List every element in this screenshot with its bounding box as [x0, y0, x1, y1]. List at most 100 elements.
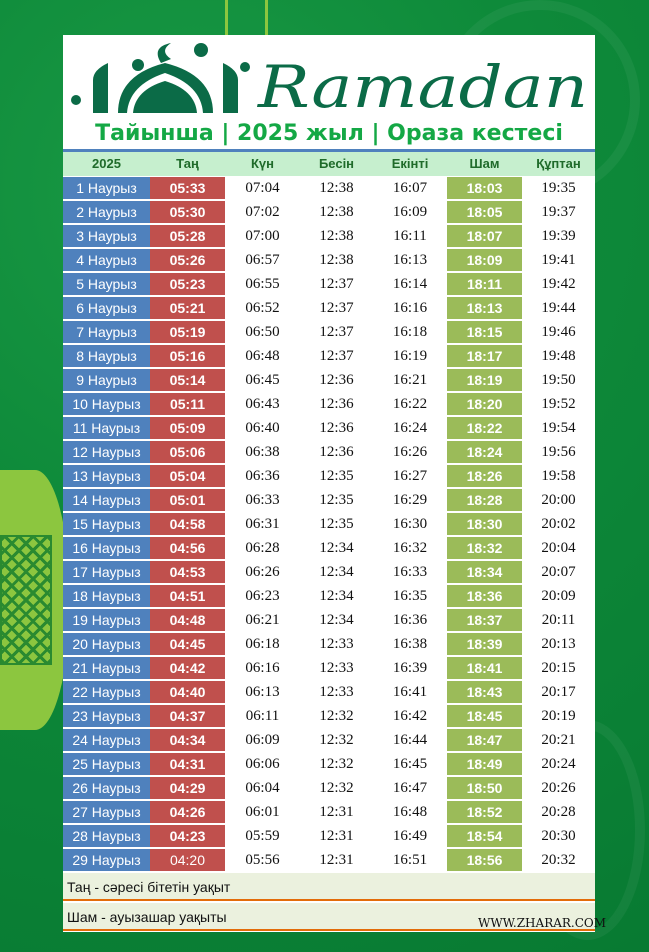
- fajr-cell: 05:04: [150, 465, 225, 487]
- dhuhr-cell: 12:36: [319, 396, 354, 412]
- maghrib-cell: 18:47: [447, 729, 522, 751]
- date-cell: 13 Наурыз: [63, 465, 150, 487]
- date-cell: 10 Наурыз: [63, 393, 150, 415]
- divider: [63, 149, 595, 152]
- asr-cell: 16:09: [392, 204, 428, 220]
- sunrise-cell: 05:59: [245, 828, 280, 844]
- date-cell: 14 Наурыз: [63, 489, 150, 511]
- sunrise-cell: 06:38: [245, 444, 280, 460]
- header-sunrise: Күн: [250, 156, 275, 171]
- table-row: 25 Наурыз 04:31 06:06 12:32 16:45 18:49 20:24: [63, 753, 595, 775]
- date-cell: 5 Наурыз: [63, 273, 150, 295]
- isha-cell: 20:28: [541, 804, 576, 820]
- maghrib-cell: 18:50: [447, 777, 522, 799]
- maghrib-cell: 18:19: [447, 369, 522, 391]
- fajr-cell: 05:33: [150, 177, 225, 199]
- dhuhr-cell: 12:31: [319, 828, 354, 844]
- isha-cell: 19:58: [541, 468, 576, 484]
- table-row: 20 Наурыз 04:45 06:18 12:33 16:38 18:39 20:13: [63, 633, 595, 655]
- asr-cell: 16:48: [392, 804, 428, 820]
- isha-cell: 19:52: [541, 396, 576, 412]
- dhuhr-cell: 12:34: [319, 612, 354, 628]
- sunrise-cell: 07:00: [245, 228, 280, 244]
- maghrib-cell: 18:36: [447, 585, 522, 607]
- dhuhr-cell: 12:34: [319, 564, 354, 580]
- sunrise-cell: 06:09: [245, 732, 280, 748]
- fajr-cell: 04:29: [150, 777, 225, 799]
- dhuhr-cell: 12:33: [319, 660, 354, 676]
- legend-fajr: Таң - сәресі бітетін уақыт: [63, 873, 595, 901]
- fajr-cell: 04:34: [150, 729, 225, 751]
- isha-cell: 20:32: [541, 852, 576, 868]
- date-cell: 1 Наурыз: [63, 177, 150, 199]
- date-cell: 6 Наурыз: [63, 297, 150, 319]
- dhuhr-cell: 12:36: [319, 420, 354, 436]
- date-cell: 20 Наурыз: [63, 633, 150, 655]
- table-row: 26 Наурыз 04:29 06:04 12:32 16:47 18:50 20:26: [63, 777, 595, 799]
- table-row: 5 Наурыз 05:23 06:55 12:37 16:14 18:11 19:42: [63, 273, 595, 295]
- fajr-cell: 04:48: [150, 609, 225, 631]
- fajr-cell: 04:53: [150, 561, 225, 583]
- date-cell: 28 Наурыз: [63, 825, 150, 847]
- maghrib-cell: 18:11: [447, 273, 522, 295]
- table-row: 9 Наурыз 05:14 06:45 12:36 16:21 18:19 19:50: [63, 369, 595, 391]
- maghrib-cell: 18:56: [447, 849, 522, 871]
- asr-cell: 16:27: [392, 468, 428, 484]
- table-row: 2 Наурыз 05:30 07:02 12:38 16:09 18:05 19:37: [63, 201, 595, 223]
- asr-cell: 16:36: [392, 612, 428, 628]
- maghrib-cell: 18:37: [447, 609, 522, 631]
- table-row: 28 Наурыз 04:23 05:59 12:31 16:49 18:54 20:30: [63, 825, 595, 847]
- fajr-cell: 05:06: [150, 441, 225, 463]
- dhuhr-cell: 12:38: [319, 228, 354, 244]
- sunrise-cell: 06:36: [245, 468, 280, 484]
- sunrise-cell: 06:16: [245, 660, 280, 676]
- table-row: 18 Наурыз 04:51 06:23 12:34 16:35 18:36 20:09: [63, 585, 595, 607]
- table-row: 17 Наурыз 04:53 06:26 12:34 16:33 18:34 20:07: [63, 561, 595, 583]
- table-row: 24 Наурыз 04:34 06:09 12:32 16:44 18:47 20:21: [63, 729, 595, 751]
- dhuhr-cell: 12:32: [319, 708, 354, 724]
- asr-cell: 16:07: [392, 180, 428, 196]
- table-row: 23 Наурыз 04:37 06:11 12:32 16:42 18:45 20:19: [63, 705, 595, 727]
- sunrise-cell: 06:23: [245, 588, 280, 604]
- asr-cell: 16:13: [392, 252, 428, 268]
- lantern-string: [265, 0, 268, 35]
- fajr-cell: 05:14: [150, 369, 225, 391]
- isha-cell: 19:44: [541, 300, 576, 316]
- date-cell: 16 Наурыз: [63, 537, 150, 559]
- table-row: 1 Наурыз 05:33 07:04 12:38 16:07 18:03 19:35: [63, 177, 595, 199]
- fajr-cell: 04:26: [150, 801, 225, 823]
- dhuhr-cell: 12:32: [319, 756, 354, 772]
- sunrise-cell: 06:45: [245, 372, 280, 388]
- sunrise-cell: 06:50: [245, 324, 280, 340]
- maghrib-cell: 18:22: [447, 417, 522, 439]
- maghrib-cell: 18:39: [447, 633, 522, 655]
- fajr-cell: 04:56: [150, 537, 225, 559]
- isha-cell: 19:39: [541, 228, 576, 244]
- dhuhr-cell: 12:36: [319, 444, 354, 460]
- isha-cell: 20:13: [541, 636, 576, 652]
- isha-cell: 20:07: [541, 564, 576, 580]
- fajr-cell: 04:37: [150, 705, 225, 727]
- isha-cell: 20:24: [541, 756, 576, 772]
- maghrib-cell: 18:32: [447, 537, 522, 559]
- asr-cell: 16:24: [392, 420, 428, 436]
- lantern-string: [225, 0, 228, 35]
- isha-cell: 20:21: [541, 732, 576, 748]
- fajr-cell: 04:20: [150, 849, 225, 871]
- asr-cell: 16:22: [392, 396, 428, 412]
- fajr-cell: 05:30: [150, 201, 225, 223]
- schedule-panel: Ramadan Тайынша | 2025 жыл | Ораза кесте…: [63, 35, 595, 932]
- dhuhr-cell: 12:31: [319, 852, 354, 868]
- maghrib-cell: 18:24: [447, 441, 522, 463]
- sunrise-cell: 06:31: [245, 516, 280, 532]
- svg-text:Ramadan: Ramadan: [257, 53, 588, 118]
- table-row: 10 Наурыз 05:11 06:43 12:36 16:22 18:20 19:52: [63, 393, 595, 415]
- dhuhr-cell: 12:37: [319, 348, 354, 364]
- dhuhr-cell: 12:35: [319, 492, 354, 508]
- dhuhr-cell: 12:31: [319, 804, 354, 820]
- table-row: 12 Наурыз 05:06 06:38 12:36 16:26 18:24 19:56: [63, 441, 595, 463]
- isha-cell: 19:41: [541, 252, 576, 268]
- asr-cell: 16:29: [392, 492, 428, 508]
- sunrise-cell: 06:33: [245, 492, 280, 508]
- sunrise-cell: 06:18: [245, 636, 280, 652]
